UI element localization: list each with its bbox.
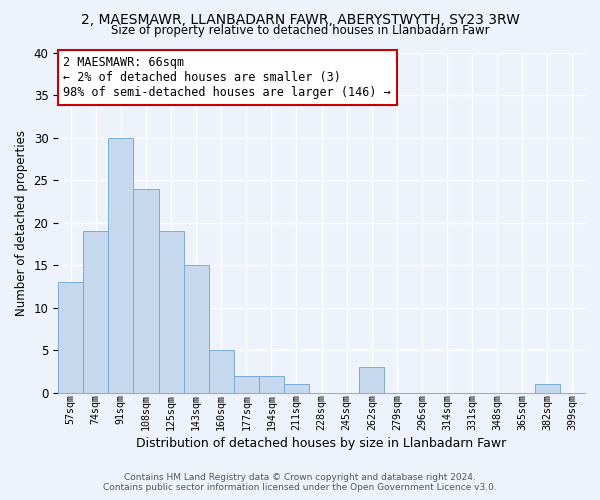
Bar bbox=[83, 231, 109, 392]
Bar bbox=[284, 384, 309, 392]
Text: 2 MAESMAWR: 66sqm
← 2% of detached houses are smaller (3)
98% of semi-detached h: 2 MAESMAWR: 66sqm ← 2% of detached house… bbox=[64, 56, 391, 99]
X-axis label: Distribution of detached houses by size in Llanbadarn Fawr: Distribution of detached houses by size … bbox=[136, 437, 507, 450]
Bar bbox=[133, 188, 158, 392]
Text: 2, MAESMAWR, LLANBADARN FAWR, ABERYSTWYTH, SY23 3RW: 2, MAESMAWR, LLANBADARN FAWR, ABERYSTWYT… bbox=[80, 12, 520, 26]
Bar bbox=[234, 376, 259, 392]
Text: Size of property relative to detached houses in Llanbadarn Fawr: Size of property relative to detached ho… bbox=[110, 24, 490, 37]
Y-axis label: Number of detached properties: Number of detached properties bbox=[15, 130, 28, 316]
Text: Contains HM Land Registry data © Crown copyright and database right 2024.
Contai: Contains HM Land Registry data © Crown c… bbox=[103, 473, 497, 492]
Bar bbox=[209, 350, 234, 393]
Bar bbox=[259, 376, 284, 392]
Bar bbox=[58, 282, 83, 393]
Bar bbox=[109, 138, 133, 392]
Bar bbox=[184, 265, 209, 392]
Bar bbox=[535, 384, 560, 392]
Bar bbox=[158, 231, 184, 392]
Bar bbox=[359, 367, 384, 392]
